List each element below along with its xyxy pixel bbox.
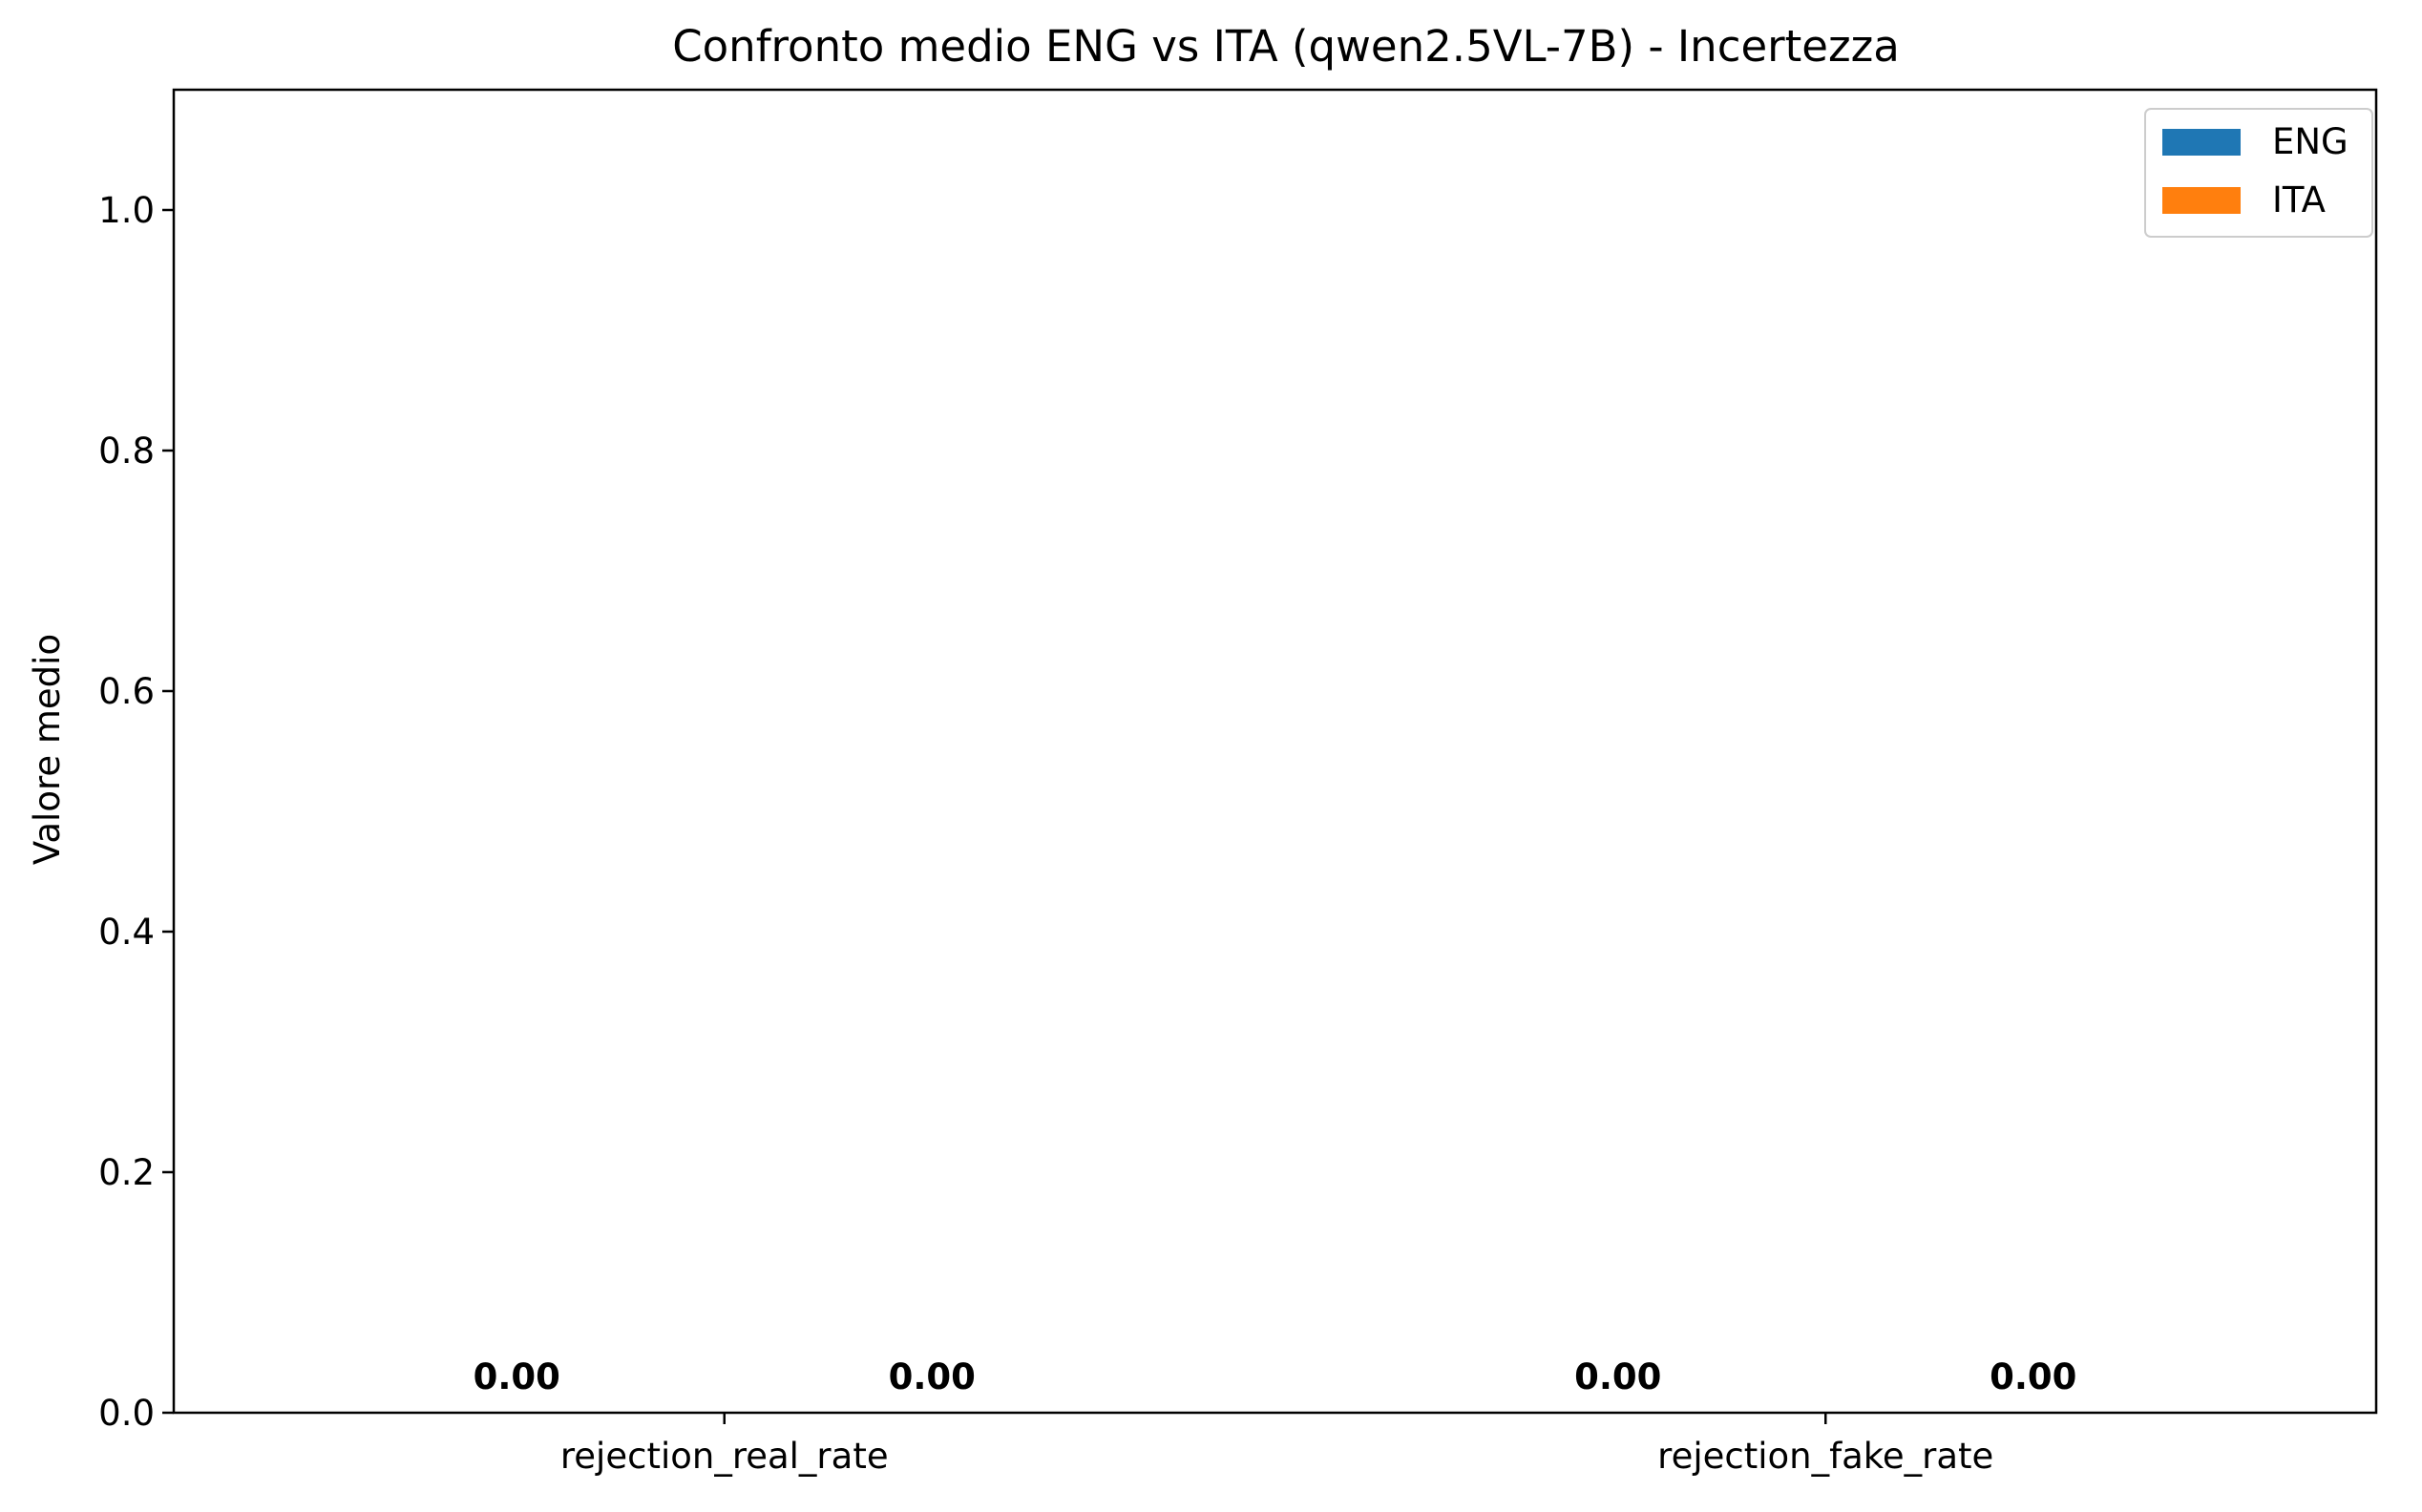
y-tick-label: 1.0 [98, 190, 155, 231]
legend-label-ita: ITA [2272, 179, 2326, 220]
y-tick-label: 0.8 [98, 430, 155, 472]
x-tick-label: rejection_real_rate [560, 1436, 889, 1477]
x-tick-label: rejection_fake_rate [1657, 1436, 1993, 1477]
x-axis-ticks: rejection_real_rate rejection_fake_rate [560, 1413, 1993, 1477]
bar-value-label: 0.00 [474, 1356, 560, 1397]
y-tick-label: 0.2 [98, 1152, 155, 1193]
legend-label-eng: ENG [2272, 121, 2348, 162]
y-tick-label: 0.6 [98, 671, 155, 712]
plot-frame [172, 88, 2378, 1415]
y-axis-label: Valore medio [27, 634, 68, 865]
value-labels-group: 0.00 0.00 0.00 0.00 [474, 1356, 2077, 1397]
bar-value-label: 0.00 [1574, 1356, 1661, 1397]
y-tick-label: 0.0 [98, 1393, 155, 1434]
bar-value-label: 0.00 [1990, 1356, 2076, 1397]
y-axis-ticks: 0.0 0.2 0.4 0.6 0.8 1.0 [98, 190, 174, 1434]
legend-swatch-ita [2162, 187, 2241, 214]
y-tick-label: 0.4 [98, 912, 155, 953]
bar-value-label: 0.00 [889, 1356, 976, 1397]
chart-title: Confronto medio ENG vs ITA (qwen2.5VL-7B… [672, 21, 1900, 72]
legend-swatch-eng [2162, 129, 2241, 156]
legend: ENG ITA [2144, 108, 2373, 238]
